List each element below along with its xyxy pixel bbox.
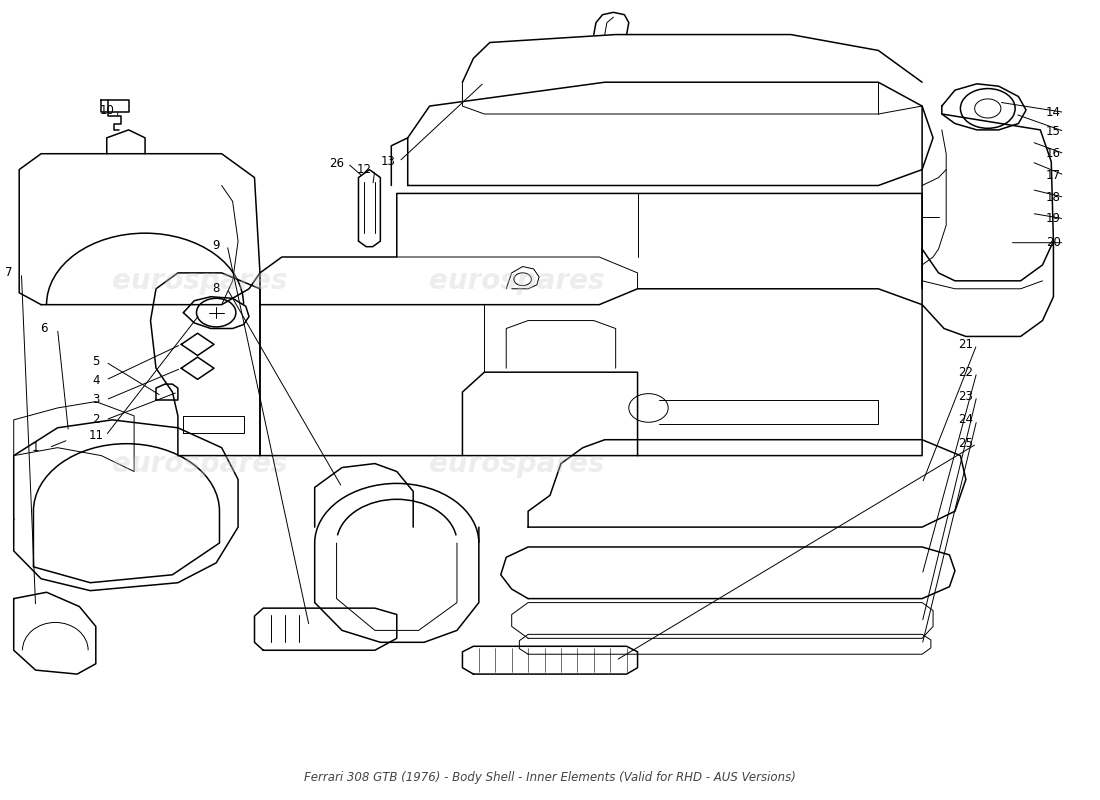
Text: 18: 18 — [1046, 191, 1060, 204]
Text: 16: 16 — [1046, 147, 1060, 160]
Text: 3: 3 — [92, 394, 99, 406]
Text: 14: 14 — [1046, 106, 1060, 119]
Text: 2: 2 — [92, 414, 100, 426]
Text: 12: 12 — [356, 163, 372, 176]
Text: eurospares: eurospares — [112, 267, 287, 295]
Text: 17: 17 — [1046, 169, 1060, 182]
Text: 9: 9 — [212, 238, 220, 251]
Text: 6: 6 — [41, 322, 48, 335]
Text: 5: 5 — [92, 355, 99, 368]
Text: 10: 10 — [99, 103, 114, 117]
Text: Ferrari 308 GTB (1976) - Body Shell - Inner Elements (Valid for RHD - AUS Versio: Ferrari 308 GTB (1976) - Body Shell - In… — [304, 771, 796, 784]
Text: 15: 15 — [1046, 125, 1060, 138]
Text: eurospares: eurospares — [429, 450, 605, 478]
Text: 26: 26 — [329, 157, 344, 170]
Text: 25: 25 — [958, 437, 974, 450]
Text: eurospares: eurospares — [429, 267, 605, 295]
Text: 1: 1 — [32, 441, 40, 454]
Text: 11: 11 — [88, 430, 103, 442]
Text: 4: 4 — [92, 374, 100, 386]
Text: 21: 21 — [958, 338, 974, 351]
Text: 7: 7 — [4, 266, 12, 279]
Text: eurospares: eurospares — [112, 450, 287, 478]
Text: 13: 13 — [381, 155, 396, 168]
Text: 8: 8 — [212, 282, 220, 295]
Text: 23: 23 — [958, 390, 974, 402]
Text: 22: 22 — [958, 366, 974, 378]
Text: 20: 20 — [1046, 236, 1060, 250]
Text: 19: 19 — [1046, 212, 1060, 226]
Text: 24: 24 — [958, 414, 974, 426]
